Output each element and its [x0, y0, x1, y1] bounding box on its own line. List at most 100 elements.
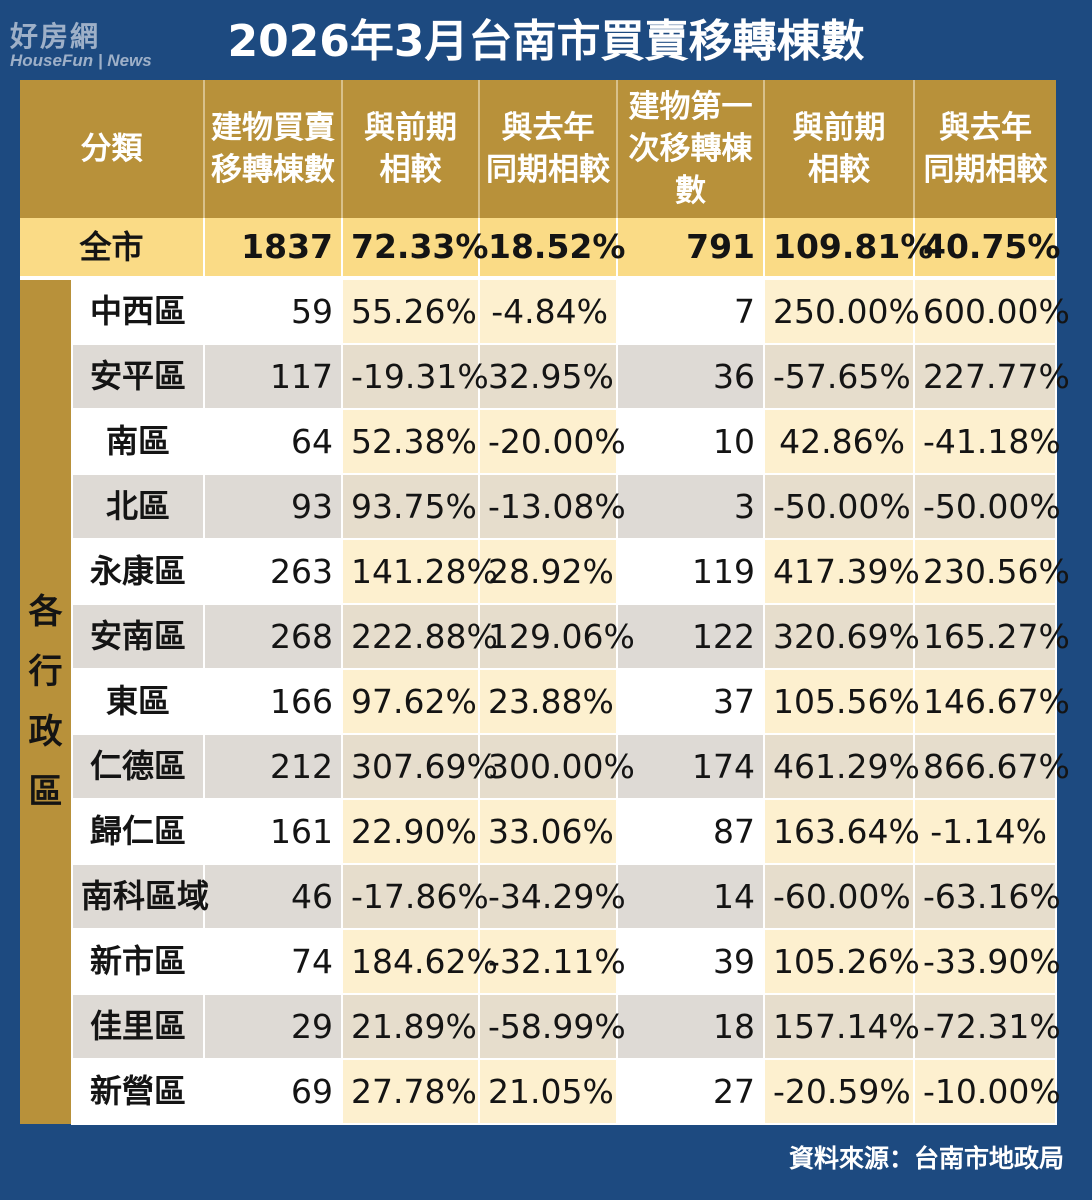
- table-cell: 39: [617, 929, 765, 995]
- table-cell: 22.90%: [342, 799, 480, 865]
- page-title: 2026年3月台南市買賣移轉棟數: [227, 16, 865, 67]
- table-cell: -58.99%: [479, 994, 626, 1060]
- table-cell: 222.88%: [342, 604, 498, 670]
- table-cell: 165.27%: [914, 604, 1070, 670]
- table-cell: -63.16%: [914, 864, 1061, 930]
- table-cell: 93.75%: [342, 474, 480, 540]
- table-row: 東區 166 97.62% 23.88% 37 105.56% 146.67%: [20, 669, 1070, 735]
- row-label: 南科區域: [72, 864, 209, 930]
- table-cell: 29: [204, 994, 343, 1060]
- table-cell: 163.64%: [764, 799, 920, 865]
- table-cell: -50.00%: [764, 474, 915, 540]
- table-cell: -10.00%: [914, 1059, 1061, 1125]
- table-cell: 55.26%: [342, 278, 480, 345]
- table-cell: 42.86%: [764, 409, 915, 475]
- table-row: 南區 64 52.38% -20.00% 10 42.86% -41.18%: [20, 409, 1061, 475]
- table-cell: 33.06%: [479, 799, 618, 865]
- table-body: 全市 1837 72.33% 18.52% 791 109.81% 40.75%…: [20, 218, 1070, 1125]
- table-row: 各行政區中西區 59 55.26% -4.84% 7 250.00% 600.00%: [20, 278, 1070, 1124]
- table-cell: 230.56%: [914, 539, 1070, 605]
- table-cell: 23.88%: [479, 669, 618, 735]
- table-cell: 146.67%: [914, 669, 1070, 735]
- row-label: 佳里區: [72, 994, 205, 1060]
- table-cell: 791: [617, 218, 765, 280]
- row-label: 東區: [72, 669, 205, 735]
- table-cell: 105.56%: [764, 669, 920, 735]
- logo-cn-text: 好房網: [10, 20, 101, 53]
- table-cell: 97.62%: [342, 669, 480, 735]
- table-cell: 27.78%: [342, 1059, 480, 1125]
- table-cell: -1.14%: [914, 799, 1057, 865]
- table-cell: 105.26%: [764, 929, 920, 995]
- table-cell: -20.00%: [479, 409, 626, 475]
- column-header: 與前期 相較: [764, 80, 915, 218]
- table-row: 新營區 69 27.78% 21.05% 27 -20.59% -10.00%: [20, 1059, 1061, 1125]
- table-cell: 32.95%: [479, 344, 618, 410]
- column-header: 與去年 同期相較: [914, 80, 1056, 218]
- table-cell: -33.90%: [914, 929, 1061, 995]
- table-cell: 87: [617, 799, 765, 865]
- table-cell: 184.62%: [342, 929, 498, 995]
- table-cell: -60.00%: [764, 864, 915, 930]
- table-cell: 18.52%: [479, 218, 625, 280]
- table-cell: -20.59%: [764, 1059, 915, 1125]
- table-cell: 157.14%: [764, 994, 920, 1060]
- logo-en-text: HouseFun | News: [10, 51, 152, 70]
- housefun-logo: 好房網 HouseFun | News: [10, 22, 152, 70]
- table-header-row: 分類 建物買賣 移轉棟數 與前期 相較 與去年 同期相較 建物第一 次移轉棟 數…: [20, 80, 1056, 218]
- table-row: 歸仁區 161 22.90% 33.06% 87 163.64% -1.14%: [20, 799, 1057, 865]
- table-cell: -57.65%: [764, 344, 915, 410]
- table-cell: 52.38%: [342, 409, 480, 475]
- table-cell: 141.28%: [342, 539, 498, 605]
- table-cell: 227.77%: [914, 344, 1070, 410]
- table-cell: 263: [204, 539, 343, 605]
- table-cell: 37: [617, 669, 765, 735]
- table-row: 安平區 117 -19.31% 32.95% 36 -57.65% 227.77%: [20, 344, 1070, 410]
- table-cell: 320.69%: [764, 604, 920, 670]
- total-row: 全市 1837 72.33% 18.52% 791 109.81% 40.75%: [20, 218, 1060, 280]
- table-row: 仁德區 212 307.69% 300.00% 174 461.29% 866.67%: [20, 734, 1070, 800]
- table-cell: 212: [204, 734, 343, 800]
- table-cell: 109.81%: [764, 218, 933, 280]
- row-label: 新市區: [72, 929, 205, 995]
- table-cell: 93: [204, 474, 343, 540]
- table-row: 南科區域 46 -17.86% -34.29% 14 -60.00% -63.16%: [20, 864, 1061, 930]
- column-header: 建物第一 次移轉棟 數: [617, 80, 765, 218]
- table-cell: 166: [204, 669, 343, 735]
- table-cell: -32.11%: [479, 929, 626, 995]
- table-cell: 250.00%: [764, 278, 920, 345]
- row-label: 新營區: [72, 1059, 205, 1125]
- row-label: 安南區: [72, 604, 205, 670]
- table-cell: 461.29%: [764, 734, 920, 800]
- row-label: 全市: [20, 218, 205, 280]
- table-cell: 46: [204, 864, 343, 930]
- table-cell: -50.00%: [914, 474, 1061, 540]
- table-cell: 300.00%: [479, 734, 635, 800]
- table-cell: 129.06%: [479, 604, 635, 670]
- column-header: 建物買賣 移轉棟數: [204, 80, 343, 218]
- column-header: 與去年 同期相較: [479, 80, 618, 218]
- table-cell: 28.92%: [479, 539, 618, 605]
- data-table-container: 分類 建物買賣 移轉棟數 與前期 相較 與去年 同期相較 建物第一 次移轉棟 數…: [20, 80, 1070, 1125]
- source-note: 資料來源：台南市地政局: [788, 1144, 1064, 1173]
- table-cell: 268: [204, 604, 343, 670]
- table-row: 新市區 74 184.62% -32.11% 39 105.26% -33.90%: [20, 929, 1061, 995]
- table-cell: 3: [617, 474, 765, 540]
- table-cell: -13.08%: [479, 474, 626, 540]
- table-cell: 36: [617, 344, 765, 410]
- table-row: 永康區 263 141.28% 28.92% 119 417.39% 230.56%: [20, 539, 1070, 605]
- row-label: 永康區: [72, 539, 205, 605]
- table-row: 佳里區 29 21.89% -58.99% 18 157.14% -72.31%: [20, 994, 1061, 1060]
- table-cell: 161: [204, 799, 343, 865]
- group-label: 各行政區: [20, 278, 73, 1124]
- table-cell: -17.86%: [342, 864, 489, 930]
- table-row: 安南區 268 222.88% 129.06% 122 320.69% 165.27%: [20, 604, 1070, 670]
- row-label: 安平區: [72, 344, 205, 410]
- table-cell: 69: [204, 1059, 343, 1125]
- table-cell: 40.75%: [914, 218, 1060, 280]
- table-cell: 1837: [204, 218, 343, 280]
- table-row: 北區 93 93.75% -13.08% 3 -50.00% -50.00%: [20, 474, 1061, 540]
- table-cell: 417.39%: [764, 539, 920, 605]
- transfer-table: 分類 建物買賣 移轉棟數 與前期 相較 與去年 同期相較 建物第一 次移轉棟 數…: [20, 80, 1070, 1125]
- table-cell: 21.89%: [342, 994, 480, 1060]
